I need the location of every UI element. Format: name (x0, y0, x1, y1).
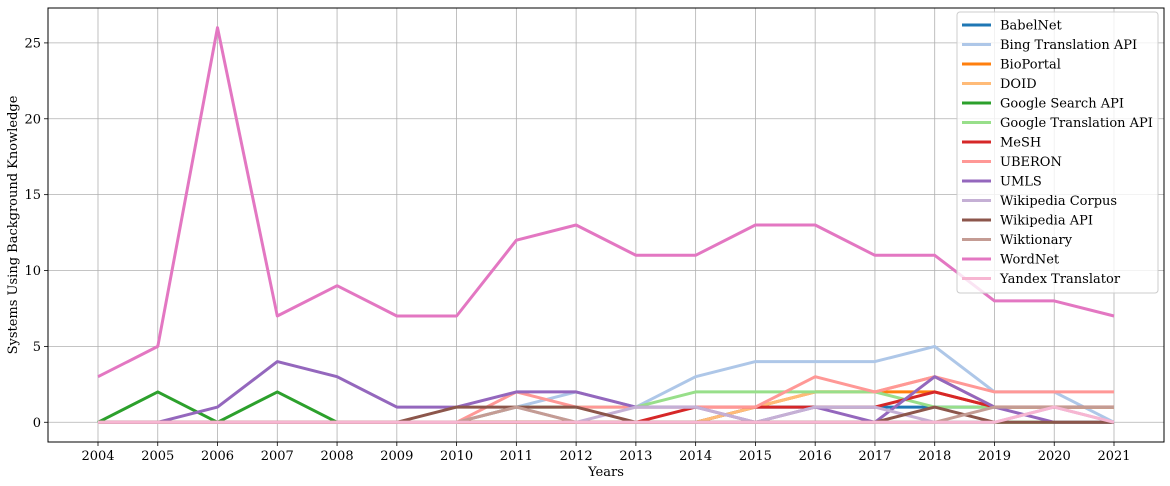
x-tick-label: 2013 (619, 449, 652, 464)
legend-label-mesh: MeSH (1000, 136, 1041, 151)
x-tick-label: 2016 (799, 449, 832, 464)
y-tick-label: 5 (33, 340, 41, 355)
x-tick-label: 2015 (739, 449, 772, 464)
legend-label-google-search-api: Google Search API (1000, 97, 1124, 112)
legend-label-bing-translation-api: Bing Translation API (1000, 38, 1137, 53)
series-line-yandex-translator (98, 405, 1115, 424)
y-axis: 0 5 10 15 20 25 (24, 36, 48, 431)
x-axis: 2004 2005 2006 2007 2008 2009 2010 2011 2012 2013… (81, 442, 1131, 464)
x-tick-label: 2005 (141, 449, 174, 464)
plot-frame (47, 7, 1165, 443)
y-tick-label: 10 (24, 264, 41, 279)
legend-label-umls: UMLS (1000, 175, 1042, 190)
legend-label-doid: DOID (1000, 77, 1037, 92)
x-tick-label: 2009 (380, 449, 413, 464)
legend-label-wikipedia-api: Wikipedia API (1000, 214, 1093, 229)
legend: BabelNet Bing Translation API BioPortal DOI… (956, 11, 1159, 294)
y-tick-label: 0 (33, 416, 41, 431)
x-tick-label: 2019 (978, 449, 1011, 464)
legend-label-babelnet: BabelNet (1000, 19, 1063, 34)
x-tick-label: 2014 (679, 449, 712, 464)
x-tick-label: 2007 (261, 449, 294, 464)
x-tick-label: 2021 (1097, 449, 1130, 464)
x-tick-label: 2011 (500, 449, 533, 464)
y-tick-label: 25 (24, 36, 41, 51)
x-tick-label: 2006 (201, 449, 234, 464)
x-tick-label: 2012 (560, 449, 593, 464)
y-tick-label: 15 (24, 188, 41, 203)
series-line-umls (98, 360, 1114, 424)
legend-label-wiktionary: Wiktionary (1000, 233, 1073, 248)
y-axis-title: Systems Using Background Knowledge (6, 95, 21, 354)
legend-label-google-translation-api: Google Translation API (1000, 116, 1153, 131)
x-tick-label: 2017 (858, 449, 891, 464)
x-tick-label: 2004 (81, 449, 114, 464)
legend-label-wikipedia-corpus: Wikipedia Corpus (1000, 194, 1117, 209)
legend-label-wordnet: WordNet (1000, 253, 1060, 268)
x-tick-label: 2010 (440, 449, 473, 464)
legend-label-yandex-translator: Yandex Translator (999, 272, 1121, 287)
x-axis-title: Years (587, 465, 624, 480)
legend-label-bioportal: BioPortal (1000, 58, 1061, 73)
series-lines (97, 26, 1115, 424)
x-tick-label: 2018 (918, 449, 951, 464)
legend-label-uberon: UBERON (1000, 155, 1062, 170)
series-line-wordnet (97, 26, 1115, 379)
x-tick-label: 2020 (1038, 449, 1071, 464)
y-tick-label: 20 (24, 112, 41, 127)
legend-box (956, 11, 1159, 294)
x-tick-label: 2008 (321, 449, 354, 464)
